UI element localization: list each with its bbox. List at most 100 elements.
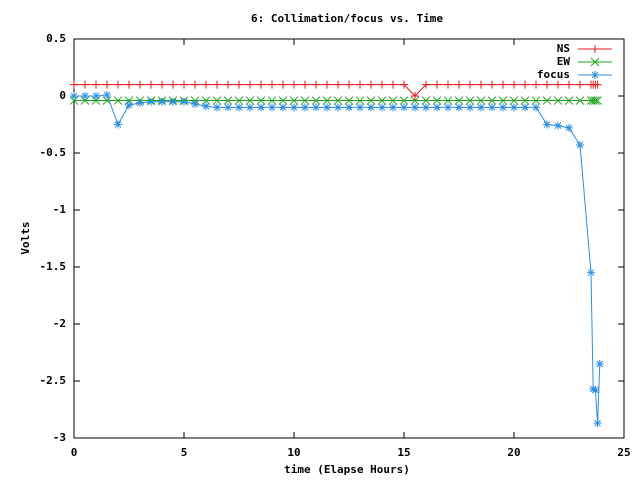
point-marker — [311, 96, 321, 105]
point-marker — [487, 96, 497, 105]
point-marker — [432, 96, 442, 105]
x-tick-label: 0 — [71, 446, 78, 459]
point-marker — [235, 80, 243, 89]
point-marker — [356, 103, 364, 112]
point-marker — [400, 80, 408, 89]
y-tick-label: -2 — [53, 317, 66, 330]
point-marker — [136, 98, 144, 107]
point-marker — [399, 96, 409, 105]
x-tick-label: 15 — [397, 446, 410, 459]
point-marker — [543, 80, 551, 89]
point-marker — [113, 96, 123, 105]
point-marker — [389, 80, 397, 89]
point-marker — [268, 103, 276, 112]
point-marker — [256, 96, 266, 105]
point-marker — [433, 80, 441, 89]
point-marker — [234, 96, 244, 105]
point-marker — [290, 80, 298, 89]
point-marker — [114, 120, 122, 129]
plot-frame — [73, 38, 625, 439]
point-marker — [70, 92, 78, 100]
point-marker — [510, 103, 518, 112]
point-marker — [301, 103, 309, 112]
point-marker — [333, 96, 343, 105]
point-marker — [246, 80, 254, 89]
point-marker — [521, 80, 529, 89]
point-marker — [202, 102, 210, 111]
point-marker — [532, 80, 540, 89]
point-marker — [235, 103, 243, 112]
point-marker — [278, 96, 288, 105]
point-marker — [444, 103, 452, 112]
point-marker — [289, 96, 299, 105]
point-marker — [300, 96, 310, 105]
point-marker — [345, 80, 353, 89]
y-tick-label: -1 — [53, 203, 67, 216]
point-marker — [267, 96, 277, 105]
point-marker — [114, 80, 122, 89]
point-marker — [520, 96, 530, 105]
point-marker — [465, 96, 475, 105]
point-marker — [521, 103, 529, 112]
point-marker — [422, 103, 430, 112]
y-tick-label: 0 — [59, 89, 66, 102]
legend-label: NS — [557, 42, 570, 55]
x-tick-label: 5 — [181, 446, 188, 459]
point-marker — [477, 103, 485, 112]
point-marker — [180, 97, 188, 106]
legend-label: EW — [557, 55, 571, 68]
point-marker — [543, 120, 551, 129]
point-marker — [312, 103, 320, 112]
point-marker — [147, 80, 155, 89]
point-marker — [257, 103, 265, 112]
point-marker — [593, 96, 602, 105]
point-marker — [510, 80, 518, 89]
x-tick-label: 20 — [507, 446, 520, 459]
point-marker — [588, 96, 598, 105]
point-marker — [224, 103, 232, 112]
point-marker — [554, 121, 562, 130]
point-marker — [586, 96, 596, 105]
point-marker — [103, 80, 111, 89]
point-marker — [576, 80, 584, 89]
point-marker — [553, 96, 563, 105]
point-marker — [591, 96, 600, 105]
point-marker — [499, 103, 507, 112]
point-marker — [389, 103, 397, 112]
y-tick-label: -0.5 — [40, 146, 67, 159]
point-marker — [388, 96, 398, 105]
point-marker — [488, 103, 496, 112]
point-marker — [257, 80, 265, 89]
point-marker — [587, 268, 595, 277]
point-marker — [422, 80, 430, 89]
point-marker — [531, 96, 541, 105]
point-marker — [378, 80, 386, 89]
point-marker — [191, 99, 199, 108]
point-marker — [565, 80, 573, 89]
legend-marker — [591, 71, 599, 79]
point-marker — [366, 96, 376, 105]
point-marker — [92, 80, 100, 89]
point-marker — [212, 96, 222, 105]
legend-label: focus — [537, 68, 570, 81]
point-marker — [180, 80, 188, 89]
point-marker — [488, 80, 496, 89]
point-marker — [455, 103, 463, 112]
point-marker — [477, 80, 485, 89]
point-marker — [411, 92, 419, 100]
point-marker — [70, 80, 78, 89]
legend-marker — [591, 45, 599, 53]
point-marker — [213, 80, 221, 89]
point-marker — [301, 80, 309, 89]
point-marker — [224, 80, 232, 89]
point-marker — [125, 80, 133, 89]
point-marker — [589, 384, 598, 393]
point-marker — [169, 97, 177, 106]
point-marker — [377, 96, 387, 105]
point-marker — [455, 80, 463, 89]
point-marker — [554, 80, 562, 89]
point-marker — [367, 80, 375, 89]
point-marker — [367, 103, 375, 112]
point-marker — [279, 80, 287, 89]
point-marker — [400, 103, 408, 112]
